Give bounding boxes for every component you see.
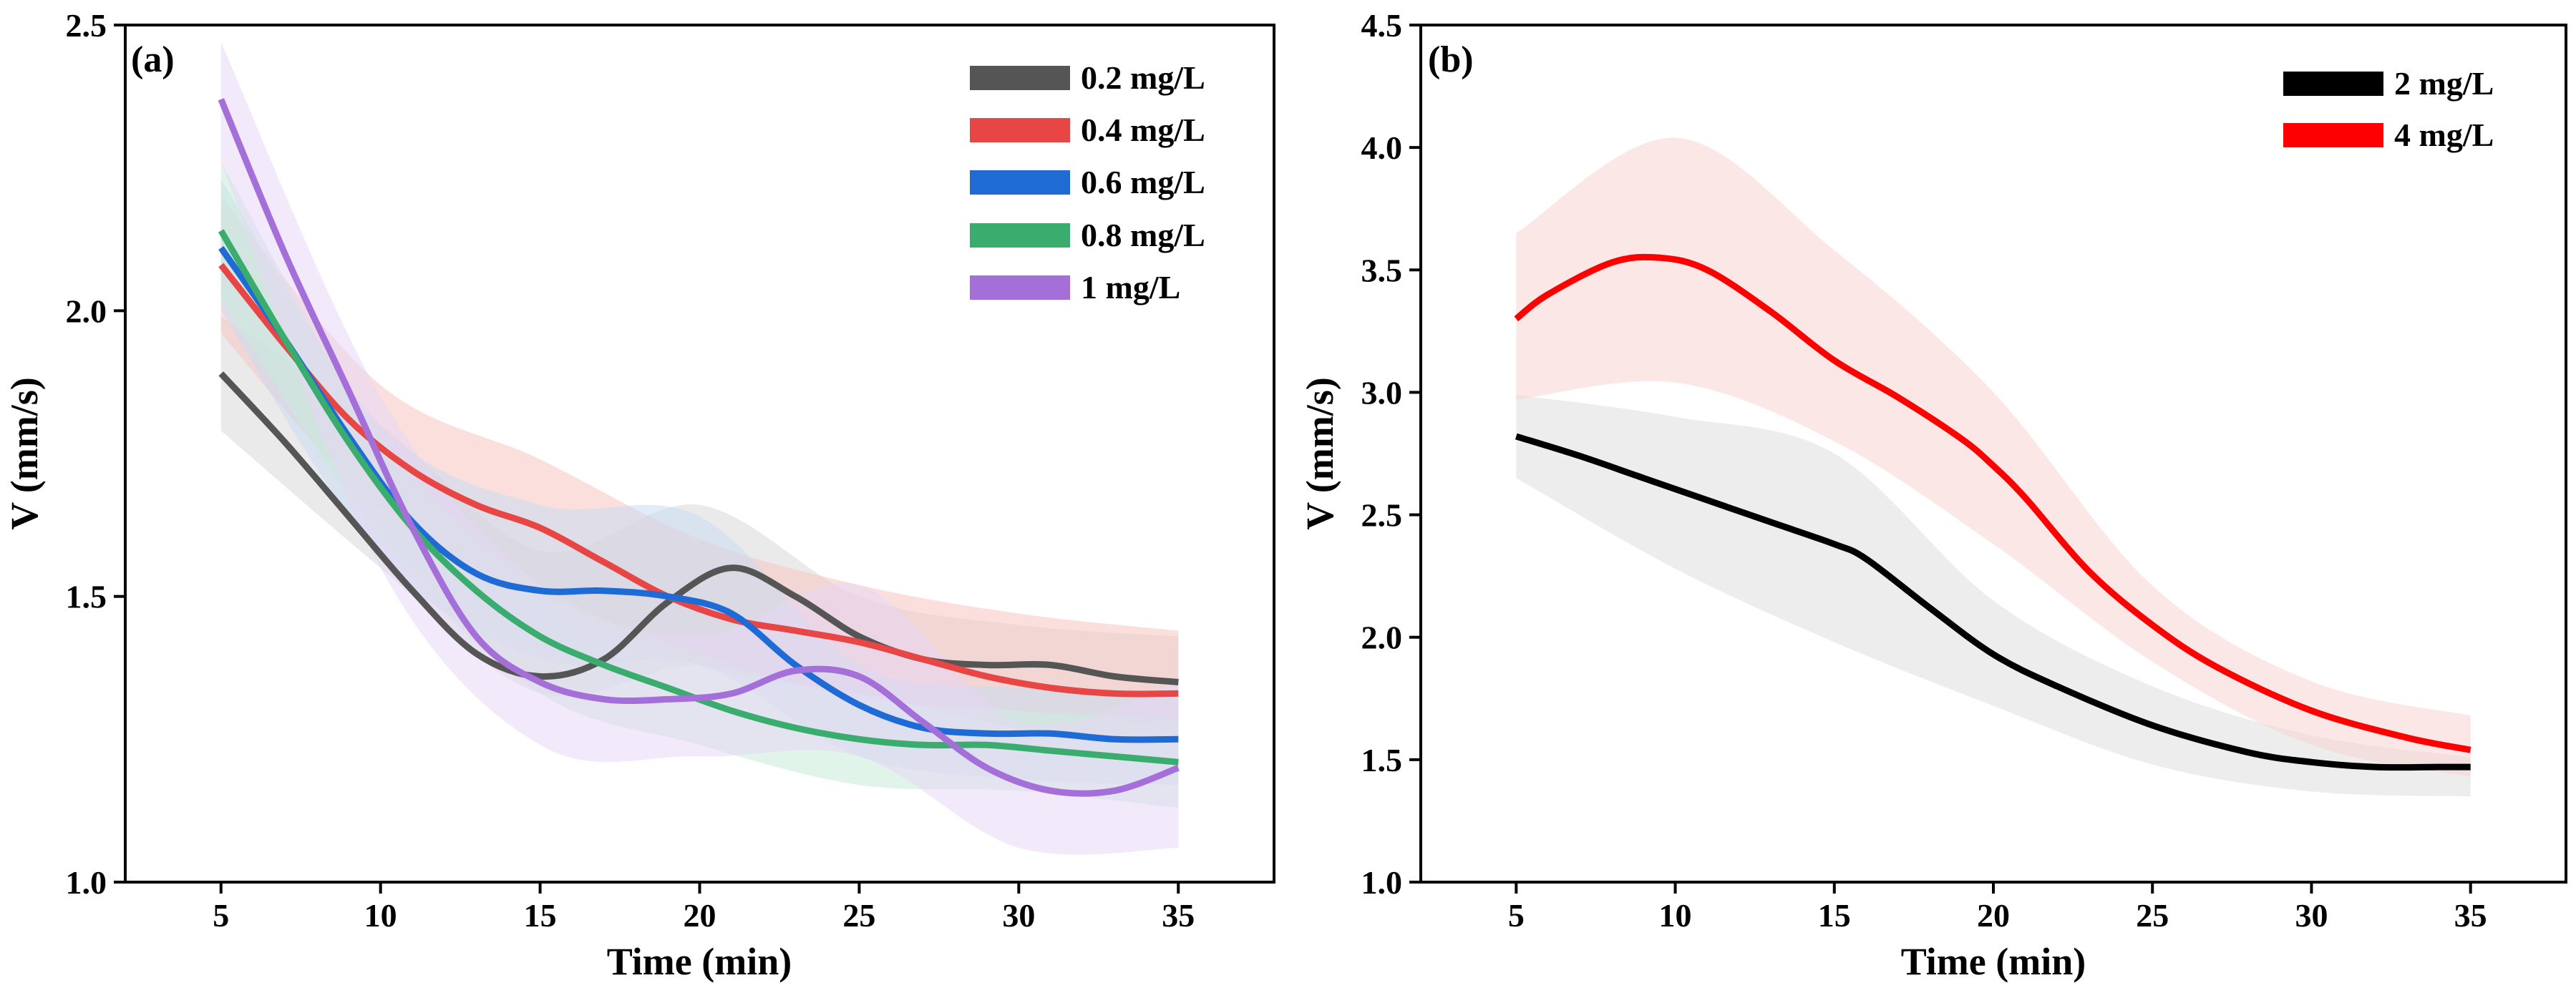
band-0-4-mg-l — [220, 196, 1179, 745]
legend-item-2mg: 2 mg/L — [2283, 65, 2494, 102]
legend-swatch-0.2mg — [970, 66, 1070, 90]
x-tick-label: 5 — [213, 897, 229, 934]
legend-item-4mg: 4 mg/L — [2283, 117, 2494, 153]
legend-item-1mg: 1 mg/L — [970, 269, 1180, 305]
legend-item-0.4mg: 0.4 mg/L — [970, 112, 1205, 148]
legend-item-0.2mg: 0.2 mg/L — [970, 59, 1205, 96]
legend-label-2mg: 2 mg/L — [2394, 65, 2494, 102]
panel-b: 5 10 15 20 25 30 35 1.0 1.5 2.0 2.5 3.0 3.5 4.0 4.5 (… — [1298, 7, 2567, 983]
legend-label-1mg: 1 mg/L — [1081, 269, 1180, 305]
y-tick-label: 4.5 — [1361, 7, 1403, 44]
panel-a-y-axis-title: V (mm/s) — [3, 377, 46, 529]
x-tick-label: 35 — [1162, 897, 1195, 934]
panel-a-x-axis-title: Time (min) — [607, 940, 792, 983]
legend-swatch-0.8mg — [970, 223, 1070, 248]
series-line-0-8-mg-l — [218, 229, 1179, 765]
legend-swatch-2mg — [2283, 72, 2383, 96]
y-tick-label: 4.0 — [1361, 129, 1403, 166]
x-tick-label: 35 — [2454, 897, 2487, 934]
panel-a-tag: (a) — [131, 39, 175, 80]
legend-item-0.6mg: 0.6 mg/L — [970, 164, 1205, 200]
series-line-2-mg-l — [1515, 433, 2471, 771]
panel-a-series-lines — [218, 98, 1180, 797]
x-tick-label: 25 — [842, 897, 875, 934]
x-tick-label: 20 — [684, 897, 716, 934]
legend-swatch-0.4mg — [970, 118, 1070, 142]
legend-label-0.4mg: 0.4 mg/L — [1081, 112, 1205, 148]
x-tick-label: 30 — [2295, 897, 2328, 934]
panel-a-y-ticks: 1.0 1.5 2.0 2.5 — [66, 7, 125, 901]
panel-b-legend: 2 mg/L 4 mg/L — [2283, 65, 2494, 153]
legend-label-4mg: 4 mg/L — [2394, 117, 2494, 153]
panel-a-confidence-bands — [220, 42, 1179, 855]
panel-a-x-ticks: 5 10 15 20 25 30 35 — [213, 882, 1195, 934]
legend-item-0.8mg: 0.8 mg/L — [970, 217, 1205, 253]
panel-a: 5 10 15 20 25 30 35 1.0 1.5 2.0 2.5 (a) Time (min… — [3, 7, 1275, 983]
series-line-0-6-mg-l — [218, 245, 1179, 743]
y-tick-label: 3.0 — [1361, 374, 1403, 411]
panel-b-tag: (b) — [1428, 39, 1474, 80]
band-2-mg-l — [1516, 394, 2471, 797]
legend-label-0.2mg: 0.2 mg/L — [1081, 59, 1205, 96]
x-tick-label: 10 — [364, 897, 397, 934]
series-line-1-mg-l — [218, 98, 1180, 797]
legend-swatch-0.6mg — [970, 170, 1070, 195]
panel-b-series-lines — [1514, 253, 2471, 771]
panel-b-y-axis-title: V (mm/s) — [1298, 377, 1341, 529]
legend-label-0.8mg: 0.8 mg/L — [1081, 217, 1205, 253]
y-tick-label: 1.0 — [66, 864, 107, 901]
legend-swatch-4mg — [2283, 123, 2383, 147]
x-tick-label: 10 — [1659, 897, 1692, 934]
y-tick-label: 3.5 — [1361, 252, 1403, 288]
y-tick-label: 1.0 — [1361, 864, 1403, 901]
band-1-mg-l — [220, 42, 1179, 855]
x-tick-label: 20 — [1977, 897, 2010, 934]
panel-b-x-ticks: 5 10 15 20 25 30 35 — [1508, 882, 2487, 934]
x-tick-label: 15 — [524, 897, 557, 934]
y-tick-label: 1.5 — [1361, 742, 1403, 778]
y-tick-label: 2.5 — [1361, 497, 1403, 534]
panel-b-x-axis-title: Time (min) — [1901, 940, 2086, 983]
x-tick-label: 5 — [1508, 897, 1525, 934]
y-tick-label: 1.5 — [66, 579, 107, 615]
x-tick-label: 30 — [1002, 897, 1035, 934]
x-tick-label: 15 — [1818, 897, 1851, 934]
y-tick-label: 2.0 — [1361, 620, 1403, 656]
panel-b-y-ticks: 1.0 1.5 2.0 2.5 3.0 3.5 4.0 4.5 — [1361, 7, 1421, 901]
panel-a-legend: 0.2 mg/L 0.4 mg/L 0.6 mg/L 0.8 mg/L 1 mg… — [970, 59, 1205, 305]
y-tick-label: 2.0 — [66, 293, 107, 329]
x-tick-label: 25 — [2136, 897, 2169, 934]
series-line-4-mg-l — [1514, 253, 2471, 753]
legend-label-0.6mg: 0.6 mg/L — [1081, 164, 1205, 200]
y-tick-label: 2.5 — [66, 7, 107, 44]
legend-swatch-1mg — [970, 275, 1070, 300]
